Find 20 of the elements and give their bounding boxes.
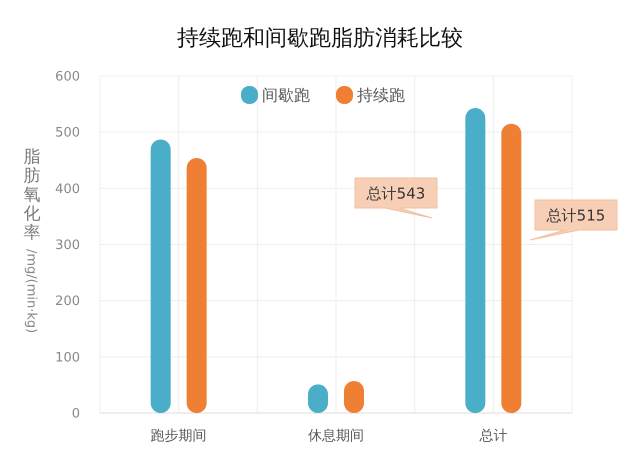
annotation: 总计543 [366, 184, 426, 202]
legend-label: 间歇跑 [262, 86, 310, 105]
y-tick-label: 500 [55, 126, 80, 141]
x-tick-label: 跑步期间 [150, 428, 207, 444]
chart-title: 持续跑和间歇跑脂肪消耗比较 [177, 26, 463, 51]
bar [186, 158, 207, 413]
y-tick-label: 200 [55, 294, 80, 310]
y-axis-title: 脂肪氧化率 /mg/(min·kg) [23, 147, 40, 334]
y-tick-label: 100 [55, 350, 80, 366]
y-tick-label: 0 [72, 406, 80, 422]
y-tick-label: 600 [55, 70, 80, 85]
bar [150, 139, 171, 413]
bar [465, 108, 486, 413]
y-tick-label: 400 [55, 182, 80, 197]
legend-label: 持续跑 [357, 86, 405, 105]
x-tick-label: 总计 [478, 428, 508, 444]
annotation: 总计515 [546, 206, 606, 224]
x-tick-label: 休息期间 [308, 428, 364, 444]
y-tick-label: 300 [55, 238, 80, 254]
bar [501, 124, 522, 413]
